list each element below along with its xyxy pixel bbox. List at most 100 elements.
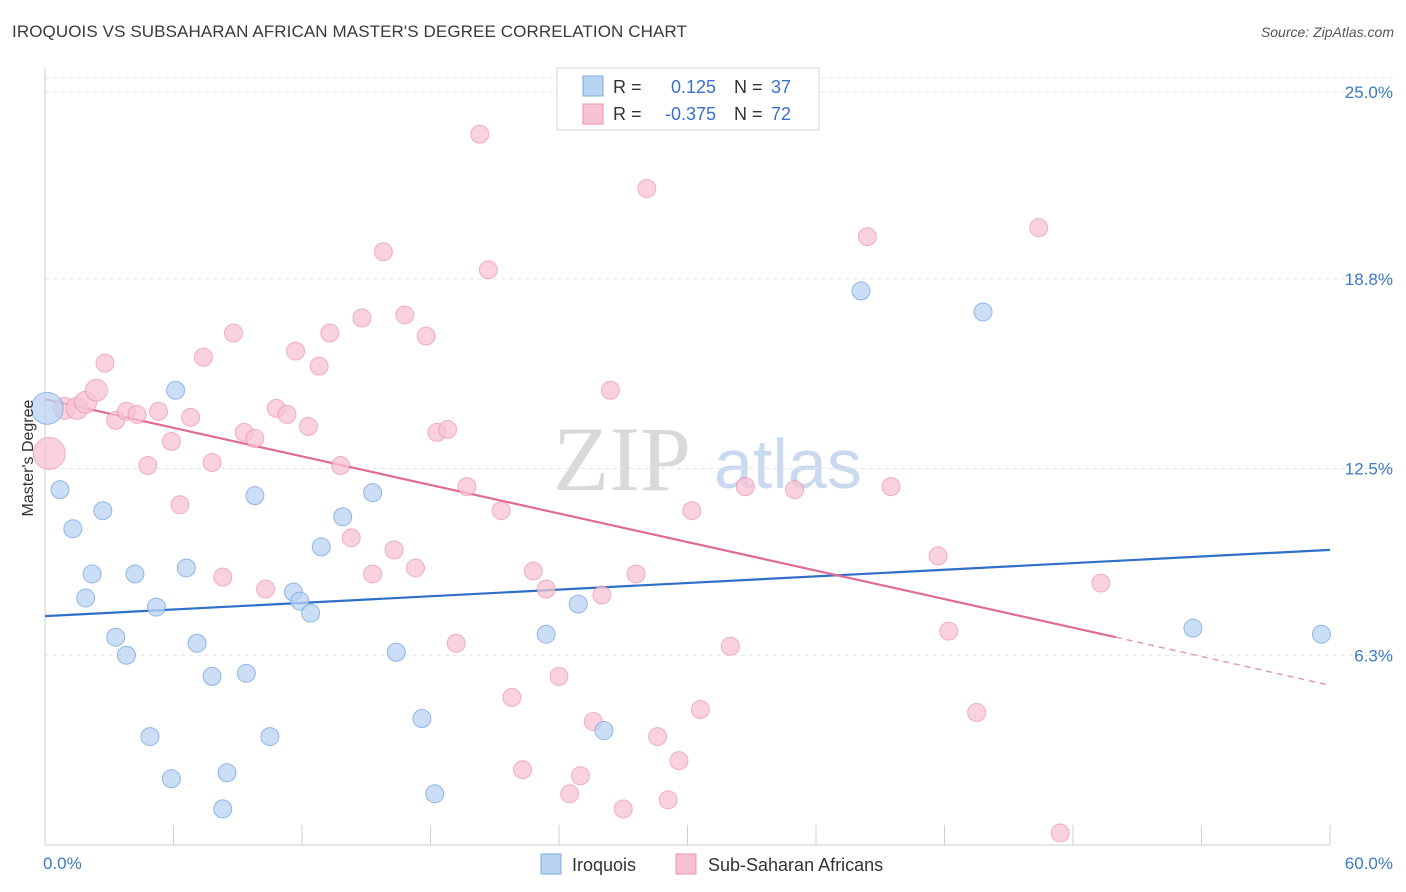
point-subsaharan xyxy=(857,227,877,247)
point-iroquois xyxy=(536,624,556,644)
grid-lines xyxy=(45,77,1395,656)
series-legend: Iroquois Sub-Saharan Africans xyxy=(540,853,883,875)
point-iroquois xyxy=(412,709,432,729)
source-credit: Source: ZipAtlas.com xyxy=(1260,24,1394,40)
point-subsaharan xyxy=(626,564,646,584)
point-subsaharan xyxy=(193,347,213,367)
point-subsaharan xyxy=(669,751,689,771)
point-iroquois xyxy=(116,645,136,665)
point-subsaharan xyxy=(457,477,477,497)
point-subsaharan xyxy=(637,178,657,198)
trend-line-subsaharan xyxy=(44,398,1117,639)
point-iroquois xyxy=(106,627,126,647)
trend-lines xyxy=(44,398,1331,687)
point-subsaharan xyxy=(352,308,372,328)
point-subsaharan xyxy=(720,636,740,656)
legend-r-value-1: 0.125 xyxy=(671,77,716,97)
point-subsaharan xyxy=(161,431,181,451)
point-iroquois xyxy=(568,594,588,614)
point-subsaharan xyxy=(256,579,276,599)
point-iroquois xyxy=(1183,618,1203,638)
point-subsaharan xyxy=(406,558,426,578)
point-subsaharan xyxy=(682,501,702,521)
point-subsaharan xyxy=(523,561,543,581)
point-iroquois xyxy=(425,784,445,804)
point-subsaharan xyxy=(478,260,498,280)
point-subsaharan xyxy=(592,585,612,605)
data-points xyxy=(30,124,1331,843)
x-tick-label: 60.0% xyxy=(1345,854,1393,873)
point-iroquois xyxy=(82,564,102,584)
point-subsaharan xyxy=(446,633,466,653)
point-iroquois xyxy=(50,480,70,500)
point-subsaharan xyxy=(395,305,415,325)
point-subsaharan xyxy=(170,495,190,515)
point-subsaharan xyxy=(320,323,340,343)
x-tick-label: 0.0% xyxy=(43,854,82,873)
point-iroquois xyxy=(93,501,113,521)
point-subsaharan xyxy=(613,799,633,819)
point-iroquois xyxy=(260,727,280,747)
point-subsaharan xyxy=(331,456,351,476)
point-subsaharan xyxy=(1029,218,1049,238)
legend-n-value-1: 37 xyxy=(771,77,791,97)
point-iroquois xyxy=(202,666,222,686)
point-iroquois xyxy=(311,537,331,557)
legend-r-label-1: R = xyxy=(613,77,642,97)
point-subsaharan xyxy=(928,546,948,566)
point-subsaharan xyxy=(600,380,620,400)
point-subsaharan xyxy=(277,404,297,424)
point-iroquois xyxy=(161,769,181,789)
point-subsaharan xyxy=(384,540,404,560)
point-subsaharan xyxy=(536,579,556,599)
point-iroquois xyxy=(176,558,196,578)
legend-swatch-subsaharan xyxy=(582,103,604,125)
point-subsaharan xyxy=(502,687,522,707)
point-iroquois xyxy=(125,564,145,584)
point-iroquois xyxy=(213,799,233,819)
trend-line-iroquois xyxy=(44,548,1331,618)
point-subsaharan xyxy=(84,378,108,402)
point-iroquois xyxy=(30,391,64,425)
point-subsaharan xyxy=(881,477,901,497)
point-iroquois xyxy=(63,519,83,539)
point-iroquois xyxy=(363,483,383,503)
watermark-zip: ZIP xyxy=(553,408,691,510)
stats-legend: R = 0.125 N = 37 R = -0.375 N = 72 xyxy=(556,67,820,131)
y-tick-label: 25.0% xyxy=(1345,83,1393,102)
point-iroquois xyxy=(187,633,207,653)
point-subsaharan xyxy=(658,790,678,810)
y-tick-labels: 6.3% 12.5% 18.8% 25.0% xyxy=(1345,83,1393,665)
legend-r-label-2: R = xyxy=(613,104,642,124)
point-iroquois xyxy=(146,597,166,617)
point-subsaharan xyxy=(785,480,805,500)
legend-r-value-2: -0.375 xyxy=(665,104,716,124)
point-iroquois xyxy=(851,281,871,301)
point-subsaharan xyxy=(309,356,329,376)
point-subsaharan xyxy=(1050,823,1070,843)
point-iroquois xyxy=(973,302,993,322)
point-subsaharan xyxy=(138,456,158,476)
point-iroquois xyxy=(290,591,310,611)
point-iroquois xyxy=(76,588,96,608)
point-subsaharan xyxy=(648,727,668,747)
point-subsaharan xyxy=(735,477,755,497)
point-subsaharan xyxy=(223,323,243,343)
point-subsaharan xyxy=(341,528,361,548)
point-subsaharan xyxy=(939,621,959,641)
point-subsaharan xyxy=(95,353,115,373)
point-subsaharan xyxy=(1091,573,1111,593)
legend-n-label-2: N = xyxy=(734,104,763,124)
point-subsaharan xyxy=(286,341,306,361)
point-subsaharan xyxy=(149,401,169,421)
watermark: ZIP atlas xyxy=(553,408,862,510)
point-iroquois xyxy=(594,721,614,741)
bottom-legend-label-iroquois: Iroquois xyxy=(572,855,636,875)
point-iroquois xyxy=(386,642,406,662)
point-subsaharan xyxy=(470,124,490,144)
point-iroquois xyxy=(140,727,160,747)
x-tick-labels: 0.0% 60.0% xyxy=(43,854,1393,873)
point-subsaharan xyxy=(363,564,383,584)
point-iroquois xyxy=(333,507,353,527)
